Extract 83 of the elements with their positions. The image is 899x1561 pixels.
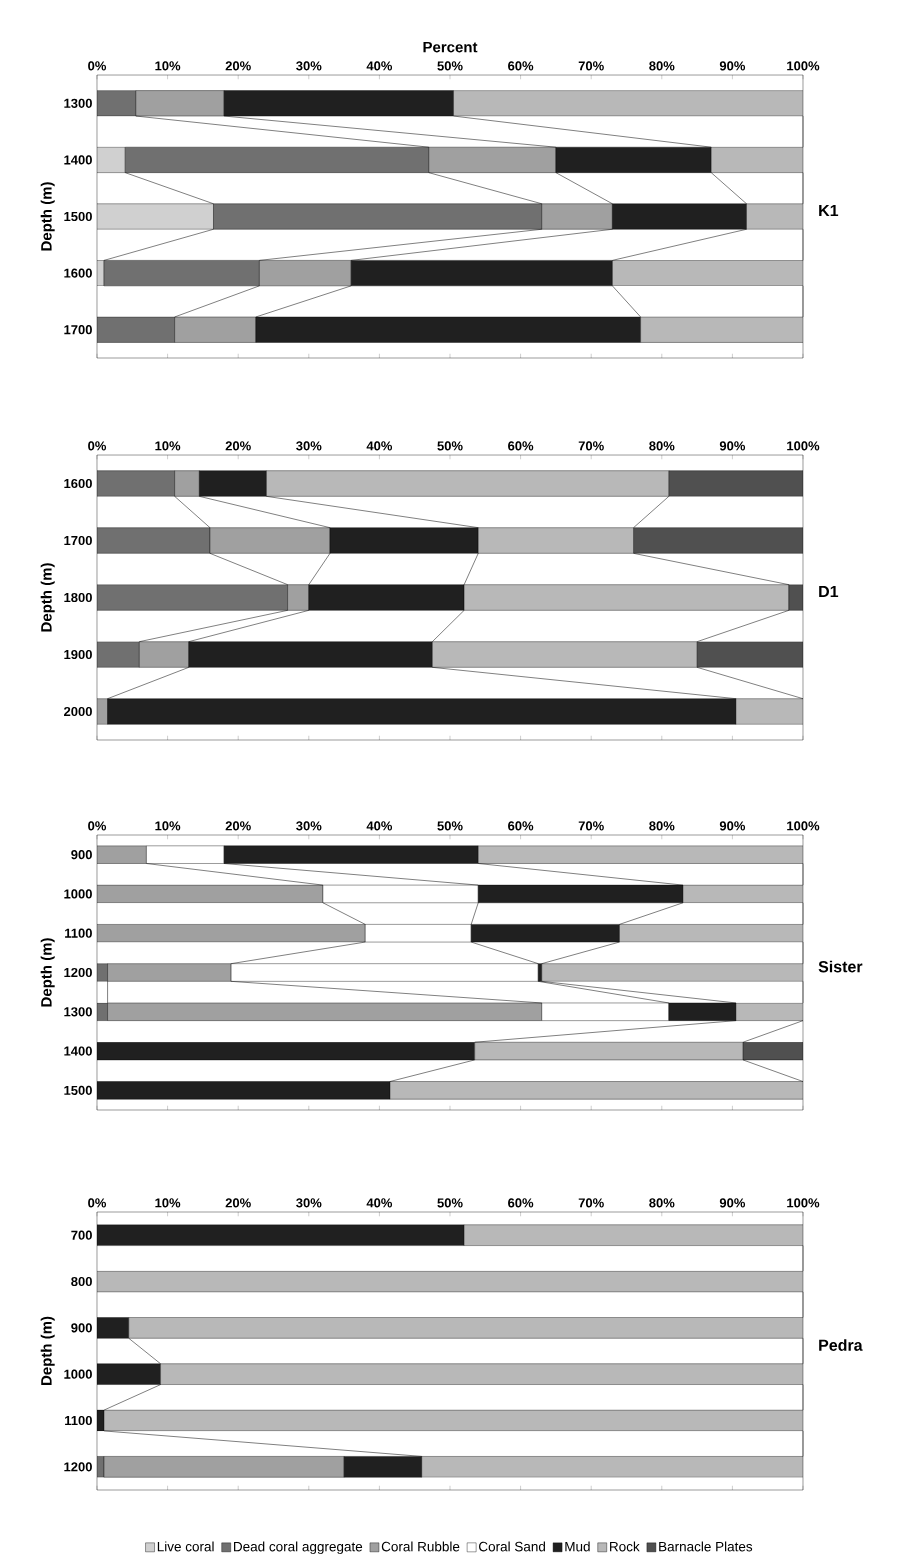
x-tick-label: 10% <box>155 1198 181 1208</box>
x-tick-label: 70% <box>578 821 604 831</box>
x-tick-label: 60% <box>508 1198 534 1208</box>
legend-label: Coral Sand <box>479 1541 545 1552</box>
legend-label: Barnacle Plates <box>659 1541 753 1552</box>
x-tick-label: 10% <box>155 821 181 831</box>
y-tick-label: 1300 <box>64 1007 92 1017</box>
y-tick-label: 900 <box>71 850 92 860</box>
x-tick-label: 0% <box>88 441 107 451</box>
x-tick-label: 30% <box>296 61 322 71</box>
x-tick-label: 40% <box>366 61 393 71</box>
y-tick-label: 2000 <box>64 706 92 717</box>
y-tick-label: 1100 <box>65 928 92 938</box>
x-tick-label: 50% <box>437 821 463 831</box>
x-tick-label: 60% <box>508 441 534 451</box>
x-tick-label: 100% <box>787 61 820 71</box>
legend-label: Dead coral aggregate <box>234 1541 363 1555</box>
legend-label: Rock <box>610 1541 640 1552</box>
x-tick-label: 90% <box>719 61 746 71</box>
y-tick-label: 1000 <box>64 1369 92 1379</box>
x-tick-label: 40% <box>366 821 393 831</box>
x-tick-label: 30% <box>296 441 322 451</box>
x-tick-label: 30% <box>296 821 322 831</box>
x-tick-label: 90% <box>719 441 746 451</box>
y-tick-label: 1600 <box>64 478 92 489</box>
x-tick-label: 30% <box>296 1198 322 1208</box>
text: K1 <box>819 205 839 217</box>
text: D1 <box>819 586 839 598</box>
x-tick-label: 60% <box>508 821 534 831</box>
x-tick-label: 10% <box>155 441 181 451</box>
x-tick-label: 40% <box>366 441 393 451</box>
x-tick-label: 100% <box>787 1198 820 1208</box>
y-tick-label: 1900 <box>64 649 92 660</box>
y-tick-label: 700 <box>71 1230 92 1240</box>
y-tick-label: 1300 <box>64 98 92 108</box>
y-tick-label: 800 <box>71 1276 92 1287</box>
y-tick-label: 1500 <box>64 211 92 222</box>
x-tick-label: 20% <box>225 1198 251 1208</box>
y-tick-label: 900 <box>71 1323 92 1333</box>
x-tick-label: 50% <box>437 441 463 451</box>
x-tick-label: 70% <box>578 1198 604 1208</box>
y-tick-label: 1600 <box>64 268 92 278</box>
y-tick-label: 1800 <box>64 592 92 603</box>
x-tick-label: 70% <box>578 61 604 71</box>
x-tick-label: 80% <box>649 1198 675 1208</box>
y-tick-label: 1100 <box>65 1415 92 1426</box>
y-tick-label: 1200 <box>64 1462 92 1472</box>
text: Pedra <box>819 1339 863 1351</box>
y-tick-label: 1500 <box>64 1085 92 1095</box>
y-axis-title: Depth (m) <box>40 563 55 632</box>
x-tick-label: 20% <box>225 821 251 831</box>
legend-label: Coral Rubble <box>381 1541 460 1552</box>
x-tick-label: 80% <box>649 61 675 71</box>
x-tick-label: 100% <box>787 441 820 451</box>
x-tick-label: 20% <box>225 61 251 71</box>
text: Sister <box>818 960 863 973</box>
x-tick-label: 80% <box>649 821 675 831</box>
y-tick-label: 1000 <box>64 889 92 899</box>
x-tick-label: 0% <box>88 61 107 71</box>
y-tick-label: 1700 <box>64 535 92 546</box>
x-tick-label: 60% <box>508 61 534 71</box>
y-tick-label: 1400 <box>64 155 92 165</box>
x-tick-label: 50% <box>437 61 463 71</box>
x-tick-label: 70% <box>578 441 604 451</box>
y-tick-label: 1700 <box>64 325 92 335</box>
x-tick-label: 90% <box>719 821 746 831</box>
x-axis-title: Percent <box>423 41 478 53</box>
x-tick-label: 80% <box>649 441 675 451</box>
x-tick-label: 10% <box>155 61 181 71</box>
x-tick-label: 0% <box>88 821 107 831</box>
y-axis-title: Depth (m) <box>40 182 55 251</box>
x-tick-label: 50% <box>437 1198 463 1208</box>
x-tick-label: 100% <box>787 821 820 831</box>
y-tick-label: 1200 <box>64 967 92 978</box>
y-tick-label: 1400 <box>64 1046 92 1056</box>
x-tick-label: 90% <box>719 1198 746 1208</box>
y-axis-title: Depth (m) <box>40 938 55 1007</box>
legend-label: Mud <box>565 1541 590 1552</box>
x-tick-label: 0% <box>88 1198 107 1208</box>
x-tick-label: 20% <box>225 441 251 451</box>
legend-label: Live coral <box>157 1541 214 1552</box>
y-axis-title: Depth (m) <box>40 1316 55 1385</box>
x-tick-label: 40% <box>366 1198 393 1208</box>
